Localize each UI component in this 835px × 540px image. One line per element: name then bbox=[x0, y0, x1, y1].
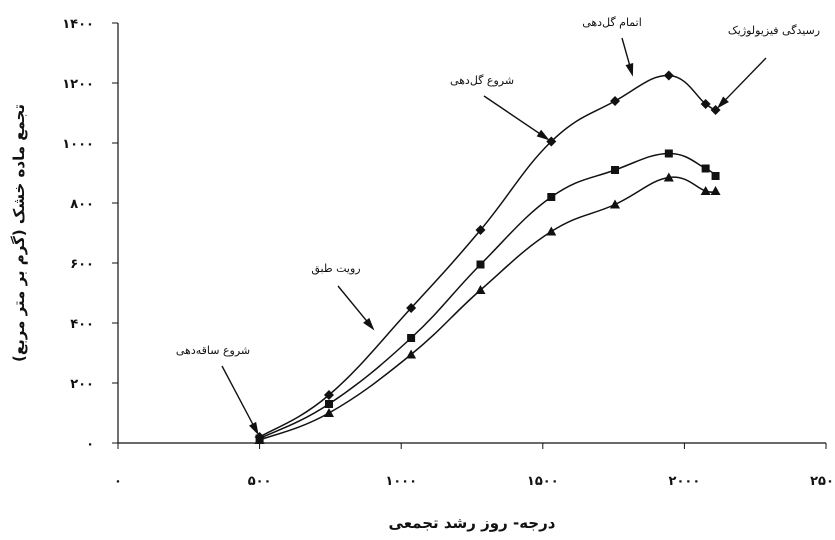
y-tick-label: ۱۰۰۰ bbox=[62, 137, 94, 152]
annotation-stem: شروع ساقه‌دهی bbox=[176, 344, 259, 436]
annotation-label: رسیدگی فیزیولوژیک bbox=[728, 24, 820, 37]
data-point-square bbox=[407, 334, 416, 342]
x-tick-label: ۱۰۰۰ bbox=[385, 474, 417, 489]
data-point-triangle bbox=[610, 199, 621, 209]
data-point-triangle bbox=[710, 186, 721, 195]
data-point-triangle bbox=[546, 226, 557, 236]
annotation-arrowhead bbox=[536, 129, 550, 141]
data-point-triangle bbox=[700, 186, 711, 195]
annotation-arrow bbox=[483, 95, 547, 139]
data-point-diamond bbox=[663, 70, 674, 81]
annotation-flowering-end: اتمام گل‌دهی bbox=[582, 16, 642, 77]
data-point-diamond bbox=[700, 99, 711, 109]
x-axis-title: درجه- روز رشد تجمعی bbox=[389, 514, 556, 532]
data-point-diamond bbox=[610, 96, 621, 106]
y-axis-ticks: ۰ ۲۰۰ ۴۰۰ ۶۰۰ ۸۰۰ ۱۰۰۰ ۱۲۰۰ ۱۴۰۰ bbox=[62, 17, 118, 452]
annotation-label: شروع گل‌دهی bbox=[450, 74, 514, 87]
x-tick-label: ۲۰۰۰ bbox=[669, 474, 701, 489]
series-line bbox=[259, 74, 716, 438]
y-tick-label: ۶۰۰ bbox=[70, 257, 94, 272]
series-line bbox=[259, 176, 716, 441]
y-tick-label: ۸۰۰ bbox=[70, 197, 94, 212]
y-tick-label: ۲۰۰ bbox=[70, 377, 94, 392]
y-tick-label: ۱۲۰۰ bbox=[62, 77, 94, 92]
plot-area bbox=[117, 23, 826, 444]
data-point-square bbox=[547, 193, 556, 201]
series-line bbox=[259, 152, 717, 440]
data-point-triangle bbox=[475, 285, 486, 294]
series-triangle bbox=[254, 172, 721, 444]
data-point-diamond bbox=[475, 225, 486, 235]
data-point-square bbox=[701, 164, 710, 173]
annotations: شروع ساقه‌دهی رویت طبق شروع گل‌دهی اتمام گل… bbox=[176, 16, 820, 436]
y-tick-label: ۴۰۰ bbox=[70, 317, 94, 332]
data-point-square bbox=[324, 400, 333, 408]
data-point-triangle bbox=[254, 435, 265, 444]
annotation-label: اتمام گل‌دهی bbox=[582, 16, 642, 29]
data-point-diamond bbox=[406, 303, 417, 313]
series-layer bbox=[254, 70, 721, 444]
data-point-square bbox=[711, 172, 720, 180]
x-tick-label: ۱۵۰۰ bbox=[527, 474, 559, 489]
annotation-label: شروع ساقه‌دهی bbox=[176, 344, 250, 357]
annotation-arrowhead bbox=[625, 62, 634, 77]
data-point-square bbox=[611, 166, 620, 174]
annotation-flowering-start: شروع گل‌دهی bbox=[450, 74, 550, 141]
y-tick-label: ۰ bbox=[86, 437, 94, 452]
data-point-square bbox=[664, 149, 673, 158]
annotation-arrowhead bbox=[249, 421, 259, 436]
data-point-diamond bbox=[546, 136, 557, 147]
data-point-triangle bbox=[406, 349, 417, 359]
annotation-arrow bbox=[719, 57, 767, 107]
data-point-triangle bbox=[323, 408, 334, 417]
data-point-square bbox=[476, 260, 485, 269]
data-point-diamond bbox=[323, 390, 334, 400]
annotation-arrow bbox=[221, 365, 258, 433]
x-tick-label: ۰ bbox=[114, 474, 122, 489]
annotation-canopy: رویت طبق bbox=[311, 262, 375, 331]
x-tick-label: ۵۰۰ bbox=[248, 474, 272, 489]
data-point-triangle bbox=[663, 172, 674, 182]
annotation-arrowhead bbox=[363, 317, 375, 331]
annotation-label: رویت طبق bbox=[311, 262, 360, 276]
annotation-arrowhead bbox=[716, 96, 729, 109]
y-axis-title: تجمع ماده خشک (گرم بر متر مربع) bbox=[10, 104, 28, 362]
annotation-maturity: رسیدگی فیزیولوژیک bbox=[716, 24, 820, 109]
y-tick-label: ۱۴۰۰ bbox=[62, 17, 94, 32]
